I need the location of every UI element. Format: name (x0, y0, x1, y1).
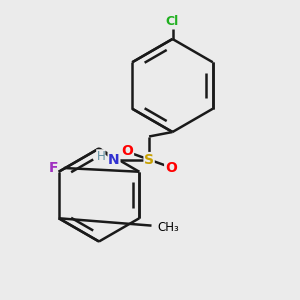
Text: F: F (49, 161, 58, 175)
Text: O: O (122, 144, 134, 158)
Text: CH₃: CH₃ (157, 220, 179, 234)
Text: H: H (96, 149, 105, 163)
Text: S: S (144, 153, 154, 166)
Text: Cl: Cl (166, 15, 179, 28)
Text: O: O (165, 161, 177, 175)
Text: N: N (108, 153, 120, 166)
